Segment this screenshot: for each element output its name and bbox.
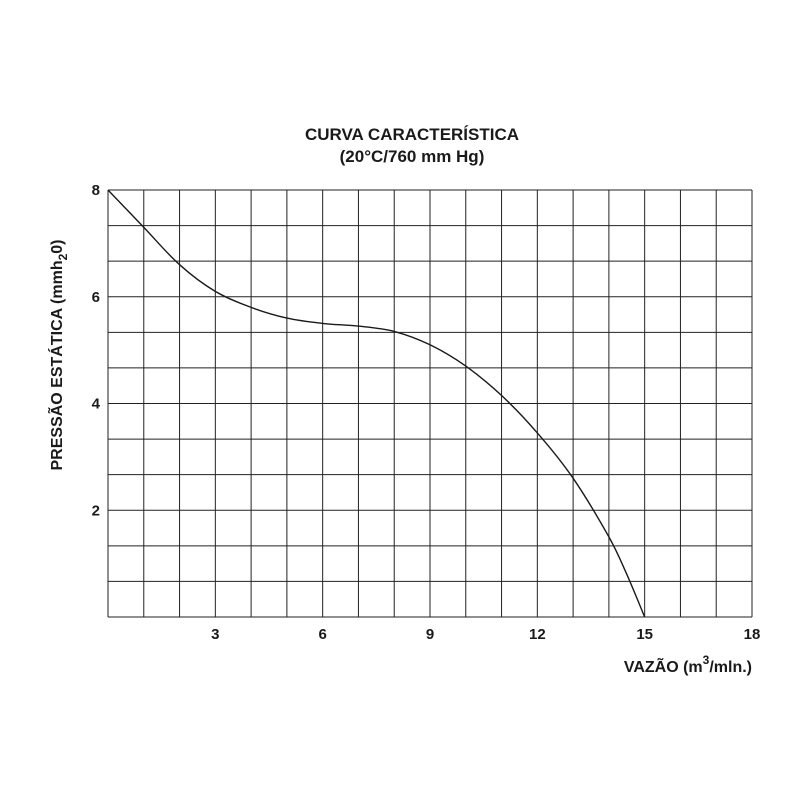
x-axis-label-base: VAZÃO (m [624,656,703,676]
y-axis-label-base: PRESSÃO ESTÁTICA (mmh [46,260,66,470]
x-tick-labels: 3 6 9 12 15 18 [211,626,760,643]
y-axis-label-subscript: 2 [56,253,70,260]
x-tick-label: 6 [318,626,326,643]
y-tick-label: 4 [92,396,101,413]
characteristic-curve [107,189,646,618]
x-axis-label-superscript: 3 [703,653,710,667]
y-axis-label: PRESSÃO ESTÁTICA (mmh20) [46,239,70,470]
x-axis-label: VAZÃO (m3/mln.) [624,653,752,676]
y-tick-label: 2 [92,502,100,519]
y-axis-label-tail: 0) [49,239,66,253]
y-tick-label: 6 [92,289,100,306]
x-tick-label: 3 [211,626,219,643]
plot-grid [107,189,753,618]
chart-title: CURVA CARACTERÍSTICA [305,125,519,144]
x-tick-label: 12 [529,626,546,643]
x-tick-label: 15 [636,626,653,643]
x-axis-label-tail: /mln.) [709,659,752,676]
y-tick-label: 8 [92,182,100,199]
x-tick-label: 9 [426,626,434,643]
x-tick-label: 18 [744,626,761,643]
chart-subtitle: (20°C/760 mm Hg) [340,147,485,166]
y-tick-labels: 2 4 6 8 [92,182,101,519]
